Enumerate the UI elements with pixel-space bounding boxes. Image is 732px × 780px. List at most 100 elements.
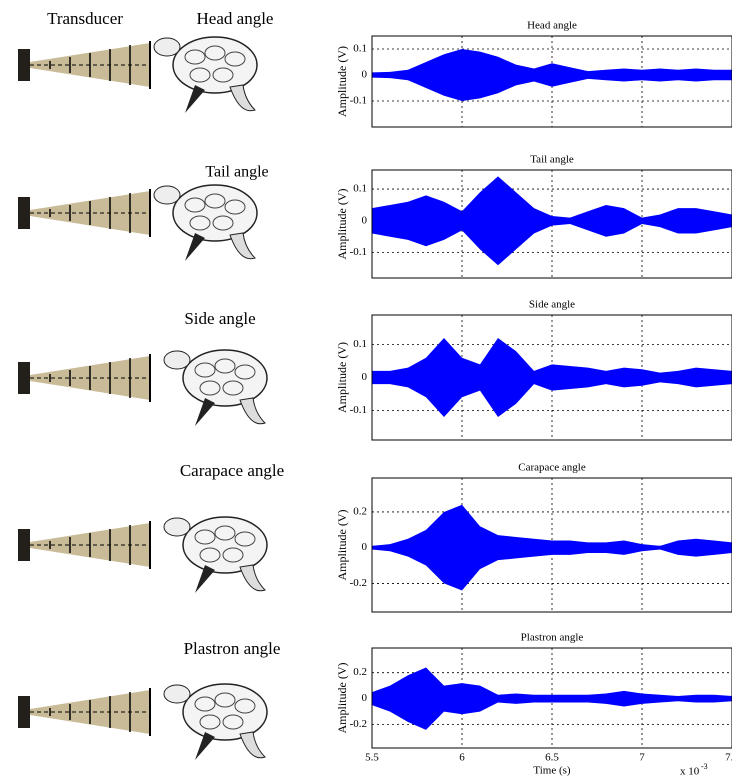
- chart-title: Head angle: [527, 20, 577, 32]
- turtle-scute: [214, 692, 236, 708]
- turtle-scute: [199, 380, 221, 396]
- turtle-shell: [182, 516, 268, 574]
- plot-frame: [371, 314, 732, 441]
- turtle-head: [153, 185, 181, 205]
- y-tick-label: 0.1: [353, 43, 367, 55]
- turtle-scute: [199, 714, 221, 730]
- turtle-scute: [224, 199, 246, 215]
- turtle-flipper: [195, 732, 215, 760]
- y-tick-label: 0.1: [353, 338, 367, 350]
- panel-label: Plastron angle: [184, 639, 281, 658]
- turtle-flipper: [195, 398, 215, 426]
- y-tick-label: 0.2: [353, 505, 367, 517]
- panel: Side angle Side angle Amplitude (V) -0.1 0 0.…: [18, 299, 732, 441]
- transducer: [18, 362, 30, 394]
- turtle-scute: [189, 215, 211, 231]
- panel-label: Side angle: [184, 309, 255, 328]
- turtle-scute: [194, 529, 216, 545]
- turtle-flipper: [229, 232, 256, 260]
- chart-title: Carapace angle: [518, 462, 586, 474]
- turtle-shell: [172, 184, 258, 242]
- turtle-scute: [214, 525, 236, 541]
- turtle-head: [153, 37, 181, 57]
- turtle-scute: [194, 362, 216, 378]
- turtle-scute: [234, 364, 256, 380]
- transducer: [18, 529, 30, 561]
- turtle-scute: [204, 193, 226, 209]
- turtle-head: [163, 684, 191, 704]
- turtle-shell: [172, 36, 258, 94]
- turtle-scute: [234, 698, 256, 714]
- turtle-scute: [184, 197, 206, 213]
- x-tick-label: 5.5: [365, 752, 379, 764]
- y-tick-label: -0.2: [350, 577, 367, 589]
- turtle-scute: [224, 51, 246, 67]
- turtle-flipper: [229, 84, 256, 112]
- y-tick-label: 0.2: [353, 666, 367, 678]
- turtle-scute: [204, 45, 226, 61]
- y-tick-label: 0: [362, 692, 368, 704]
- y-axis-label: Amplitude (V): [335, 189, 349, 260]
- turtle-scute: [222, 714, 244, 730]
- x-tick-label: 6.5: [545, 752, 559, 764]
- y-tick-label: 0: [362, 69, 368, 81]
- transducer: [18, 197, 30, 229]
- turtle-flipper: [185, 85, 205, 113]
- panel-label: Head angle: [197, 9, 274, 28]
- turtle-flipper: [239, 564, 266, 592]
- panel: Carapace angle Carapace angle Amplitude (V…: [18, 461, 732, 613]
- turtle-shell: [182, 683, 268, 741]
- x-tick-label: 7: [639, 752, 645, 764]
- plot-frame: [371, 35, 732, 128]
- turtle-scute: [222, 547, 244, 563]
- panel: Head angle Head angle Amplitude (V) -0.1 0 0.…: [18, 9, 732, 128]
- y-tick-label: 0: [362, 214, 368, 226]
- turtle-flipper: [185, 233, 205, 261]
- y-axis-label: Amplitude (V): [335, 46, 349, 117]
- turtle-flipper: [195, 565, 215, 593]
- transducer: [18, 49, 30, 81]
- turtle-scute: [214, 358, 236, 374]
- turtle-scute: [212, 67, 234, 83]
- x-tick-label: 6: [459, 752, 465, 764]
- turtle-head: [163, 350, 191, 370]
- plot-frame: [371, 169, 732, 279]
- transducer: [18, 696, 30, 728]
- y-tick-label: -0.1: [350, 404, 367, 416]
- turtle-scute: [189, 67, 211, 83]
- turtle-scute: [199, 547, 221, 563]
- turtle-flipper: [239, 731, 266, 759]
- y-tick-label: 0: [362, 371, 368, 383]
- panel: Plastron angle Plastron angle Amplitude (V…: [18, 632, 732, 778]
- x-tick-label: 7.5: [725, 752, 732, 764]
- chart-title: Side angle: [529, 299, 575, 311]
- turtle-scute: [212, 215, 234, 231]
- y-axis-label: Amplitude (V): [335, 663, 349, 734]
- panel-label: Carapace angle: [180, 461, 284, 480]
- y-axis-label: Amplitude (V): [335, 510, 349, 581]
- plot-frame: [371, 647, 732, 749]
- chart-title: Tail angle: [530, 154, 574, 166]
- plot-frame: [371, 477, 732, 613]
- turtle-scute: [222, 380, 244, 396]
- chart-title: Plastron angle: [521, 632, 584, 644]
- y-tick-label: 0.1: [353, 183, 367, 195]
- turtle-head: [163, 517, 191, 537]
- turtle-shell: [182, 349, 268, 407]
- panel: Tail angle Tail angle Amplitude (V) -0.1 0 0.…: [18, 154, 732, 279]
- x-axis-label: Time (s): [533, 765, 571, 777]
- turtle-scute: [234, 531, 256, 547]
- transducer-label: Transducer: [47, 9, 123, 28]
- turtle-flipper: [239, 397, 266, 425]
- x-scale-exponent: -3: [701, 762, 708, 771]
- panel-label: Tail angle: [205, 164, 268, 181]
- x-scale-base: x 10: [680, 766, 700, 778]
- turtle-scute: [194, 696, 216, 712]
- y-tick-label: 0: [362, 541, 368, 553]
- turtle-scute: [184, 49, 206, 65]
- y-axis-label: Amplitude (V): [335, 342, 349, 413]
- y-tick-label: -0.1: [350, 95, 367, 107]
- y-tick-label: -0.1: [350, 246, 367, 258]
- y-tick-label: -0.2: [350, 718, 367, 730]
